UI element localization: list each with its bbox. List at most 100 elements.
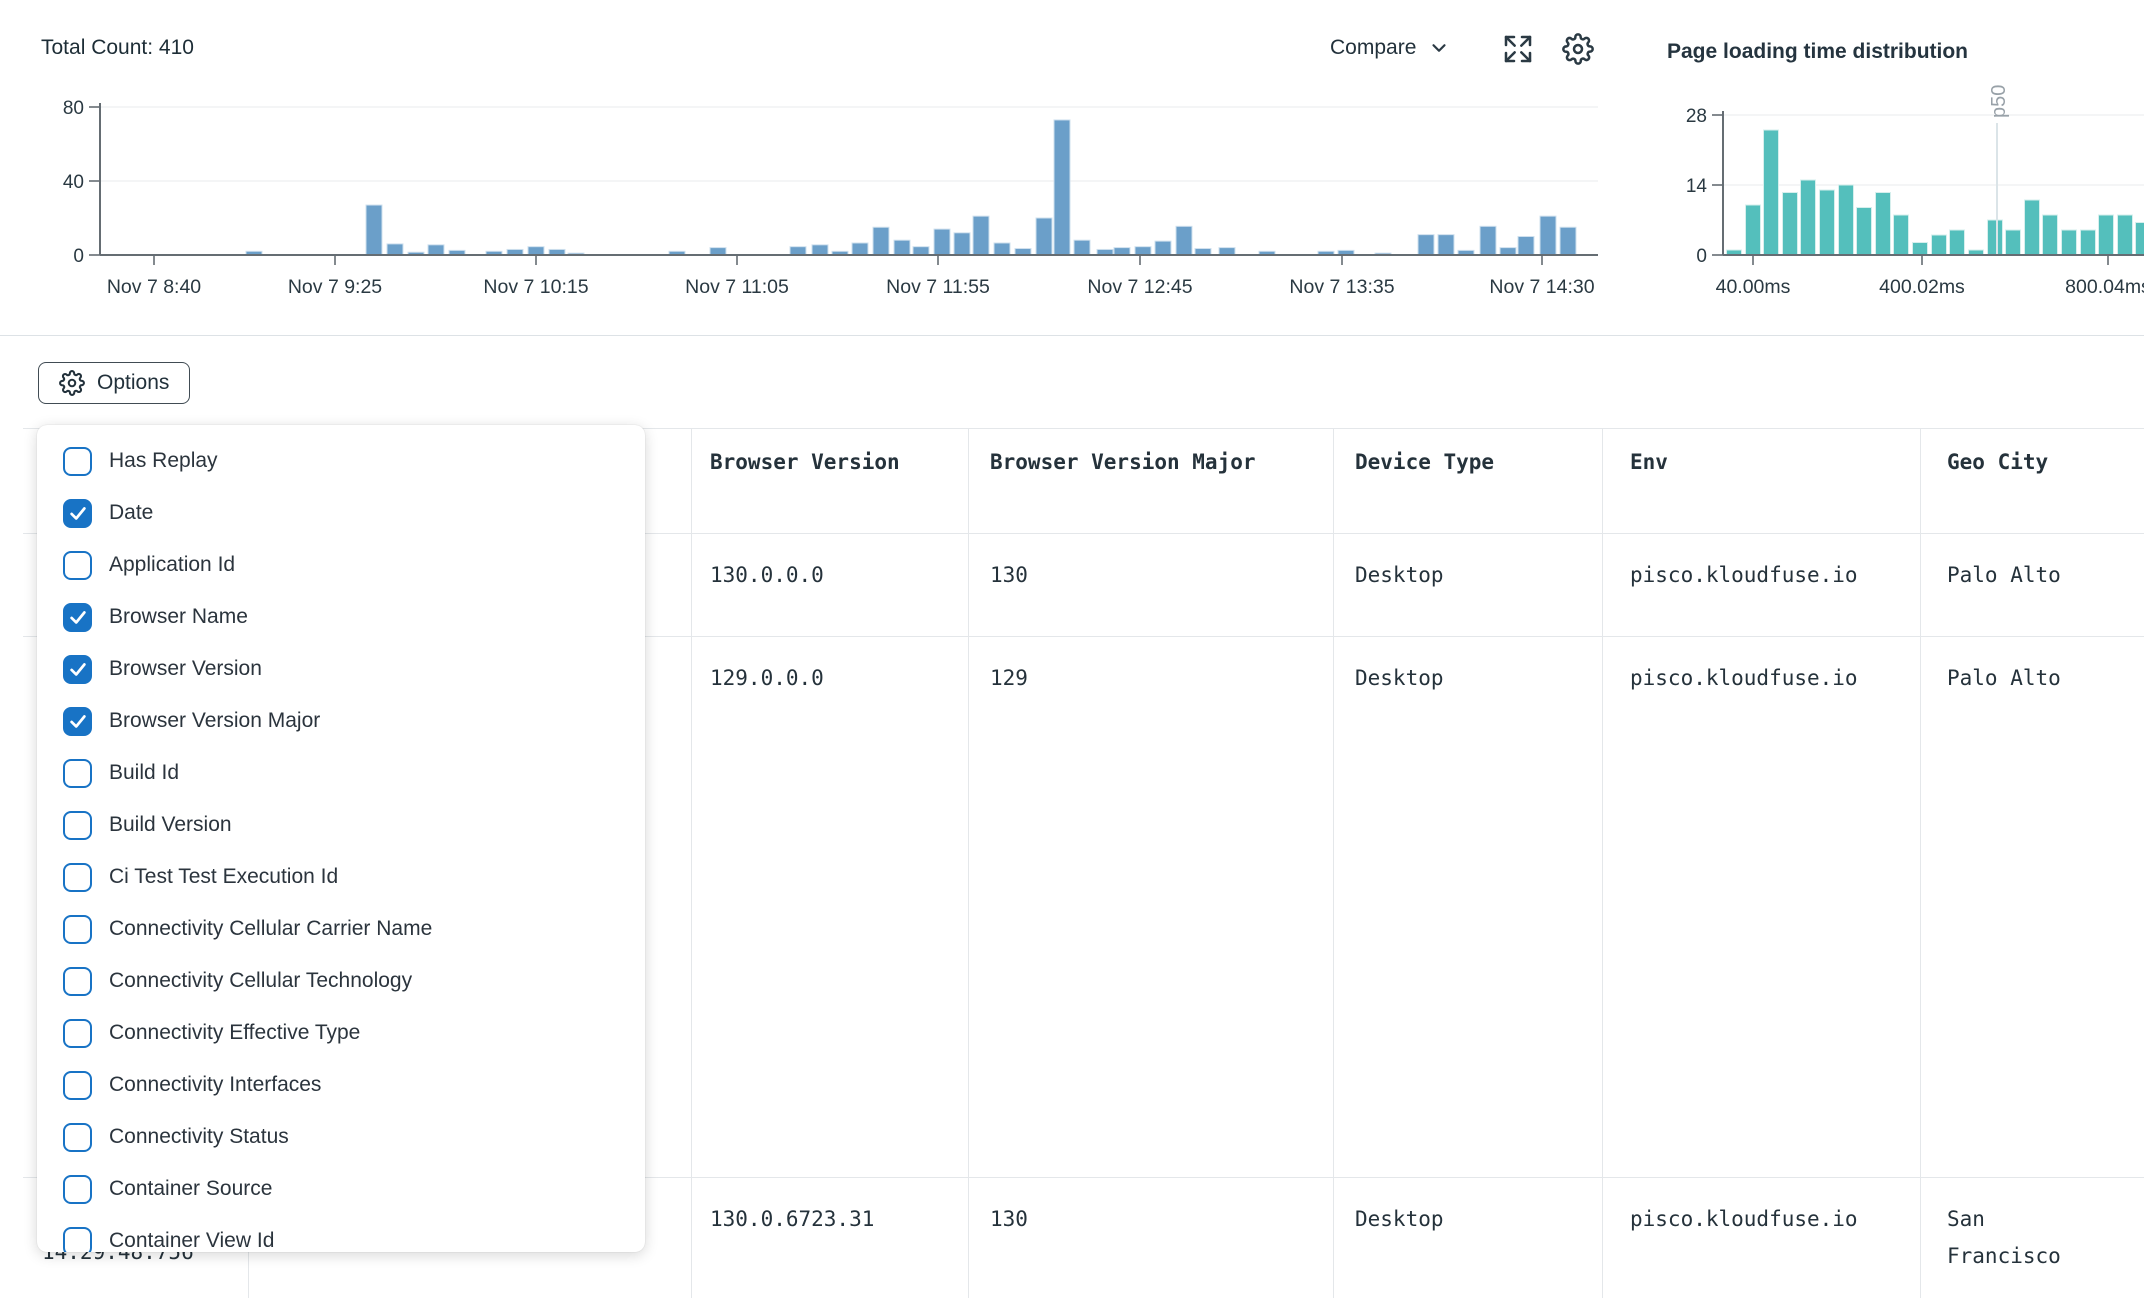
x-tick-label: Nov 7 11:55: [886, 276, 990, 298]
menu-item-label: Container Source: [109, 1177, 273, 1200]
x-tick-label: 40.00ms: [1716, 276, 1791, 298]
menu-item-connectivity-cellular-technology[interactable]: Connectivity Cellular Technology: [37, 955, 645, 1007]
table-cell: San Francisco: [1947, 1207, 2061, 1268]
table-row-border: [23, 1177, 2144, 1178]
checkbox-unchecked[interactable]: [63, 1070, 92, 1100]
table-column-border: [1920, 428, 1921, 1298]
table-row-border: [23, 533, 2144, 534]
menu-item-connectivity-interfaces[interactable]: Connectivity Interfaces: [37, 1059, 645, 1111]
checkbox-checked[interactable]: [63, 706, 92, 736]
checkbox-unchecked[interactable]: [63, 966, 92, 996]
table-cell: Palo Alto: [1947, 563, 2061, 587]
menu-item-label: Ci Test Test Execution Id: [109, 865, 339, 888]
table-cell: 129.0.0.0: [710, 666, 824, 690]
menu-item-label: Connectivity Interfaces: [109, 1073, 322, 1096]
y-tick-label: 28: [1686, 106, 1707, 127]
menu-item-browser-name[interactable]: Browser Name: [37, 591, 645, 643]
menu-item-label: Connectivity Effective Type: [109, 1021, 361, 1044]
table-row-border: [23, 636, 2144, 637]
y-tick-label: 80: [63, 98, 84, 119]
options-button[interactable]: Options: [38, 362, 191, 404]
table-column-border: [968, 428, 969, 1298]
table-column-border: [1602, 428, 1603, 1298]
checkbox-checked[interactable]: [63, 602, 92, 632]
menu-item-date[interactable]: Date: [37, 487, 645, 539]
menu-item-browser-version[interactable]: Browser Version: [37, 643, 645, 695]
column-header: Browser Version Major: [990, 450, 1256, 474]
expand-icon: [1504, 35, 1532, 63]
page-loading-distribution-chart[interactable]: p50 0 14 28 40.00ms 400.02ms 800.04ms: [1686, 85, 2144, 298]
checkbox-unchecked[interactable]: [63, 446, 92, 476]
settings-button[interactable]: [1562, 33, 1594, 68]
compare-dropdown[interactable]: Compare: [1324, 35, 1456, 61]
column-header: Geo City: [1947, 450, 2049, 474]
x-tick-label: Nov 7 12:45: [1087, 276, 1192, 298]
menu-item-browser-version-major[interactable]: Browser Version Major: [37, 695, 645, 747]
menu-item-container-source[interactable]: Container Source: [37, 1163, 645, 1215]
menu-item-label: Connectivity Status: [109, 1125, 289, 1148]
table-cell: 130: [990, 1207, 1028, 1231]
menu-item-label: Container View Id: [109, 1229, 275, 1252]
x-tick-label: Nov 7 13:35: [1289, 276, 1394, 298]
check-icon: [69, 715, 86, 728]
table-cell: Palo Alto: [1947, 666, 2061, 690]
charts-canvas: 0 40 80 Nov 7 8:40 Nov 7 9:25 Nov 7 10:15 Nov …: [63, 85, 2144, 298]
menu-item-connectivity-status[interactable]: Connectivity Status: [37, 1111, 645, 1163]
checkbox-unchecked[interactable]: [63, 810, 92, 840]
column-options-menu: Has Replay Date Application Id Browser Name…: [37, 425, 645, 1252]
x-tick-label: 400.02ms: [1879, 276, 1965, 298]
checkbox-unchecked[interactable]: [63, 550, 92, 580]
table-cell: 130.0.0.0: [710, 563, 824, 587]
checkbox-unchecked[interactable]: [63, 758, 92, 788]
menu-item-connectivity-cellular-carrier-name[interactable]: Connectivity Cellular Carrier Name: [37, 903, 645, 955]
checkbox-unchecked[interactable]: [63, 862, 92, 892]
check-icon: [69, 663, 86, 676]
checkbox-unchecked[interactable]: [63, 1018, 92, 1048]
table-cell: Desktop: [1355, 1207, 1444, 1231]
total-count-label: Total Count: 410: [41, 36, 194, 59]
expand-button[interactable]: [1502, 33, 1534, 68]
column-header: Env: [1630, 450, 1668, 474]
y-tick-label: 40: [63, 172, 84, 193]
checkbox-unchecked[interactable]: [63, 1122, 92, 1152]
column-header: Browser Version: [710, 450, 900, 474]
menu-item-build-version[interactable]: Build Version: [37, 799, 645, 851]
table-row-border: [23, 428, 2144, 429]
menu-item-label: Build Version: [109, 813, 232, 836]
checkbox-checked[interactable]: [63, 498, 92, 528]
menu-item-label: Has Replay: [109, 449, 218, 472]
x-tick-label: Nov 7 8:40: [107, 276, 201, 298]
menu-item-label: Browser Version: [109, 657, 262, 680]
table-cell: pisco.kloudfuse.io: [1630, 666, 1858, 690]
checkbox-unchecked[interactable]: [63, 1174, 92, 1204]
compare-label: Compare: [1330, 36, 1417, 59]
checkbox-unchecked[interactable]: [63, 1226, 92, 1252]
menu-item-label: Connectivity Cellular Technology: [109, 969, 413, 992]
gear-icon: [1562, 33, 1594, 65]
menu-item-label: Browser Version Major: [109, 709, 321, 732]
menu-item-build-id[interactable]: Build Id: [37, 747, 645, 799]
table-cell: pisco.kloudfuse.io: [1630, 563, 1858, 587]
menu-item-container-view-id[interactable]: Container View Id: [37, 1215, 645, 1252]
p50-marker-label: p50: [1988, 85, 2010, 118]
menu-item-label: Application Id: [109, 553, 236, 576]
table-cell: Desktop: [1355, 666, 1444, 690]
gear-icon: [59, 370, 85, 396]
check-icon: [69, 507, 86, 520]
x-tick-label: 800.04ms: [2065, 276, 2144, 298]
events-over-time-chart[interactable]: 0 40 80 Nov 7 8:40 Nov 7 9:25 Nov 7 10:15 Nov …: [63, 98, 1598, 298]
x-tick-label: Nov 7 10:15: [483, 276, 588, 298]
menu-item-ci-test-test-execution-id[interactable]: Ci Test Test Execution Id: [37, 851, 645, 903]
table-cell: 130.0.6723.31: [710, 1207, 875, 1231]
y-tick-label: 0: [73, 246, 84, 267]
checkbox-unchecked[interactable]: [63, 914, 92, 944]
x-tick-label: Nov 7 14:30: [1489, 276, 1594, 298]
menu-item-connectivity-effective-type[interactable]: Connectivity Effective Type: [37, 1007, 645, 1059]
menu-item-application-id[interactable]: Application Id: [37, 539, 645, 591]
y-tick-label: 0: [1696, 246, 1707, 267]
menu-item-has-replay[interactable]: Has Replay: [37, 435, 645, 487]
chevron-down-icon: [1432, 44, 1446, 52]
menu-item-label: Connectivity Cellular Carrier Name: [109, 917, 433, 940]
checkbox-checked[interactable]: [63, 654, 92, 684]
